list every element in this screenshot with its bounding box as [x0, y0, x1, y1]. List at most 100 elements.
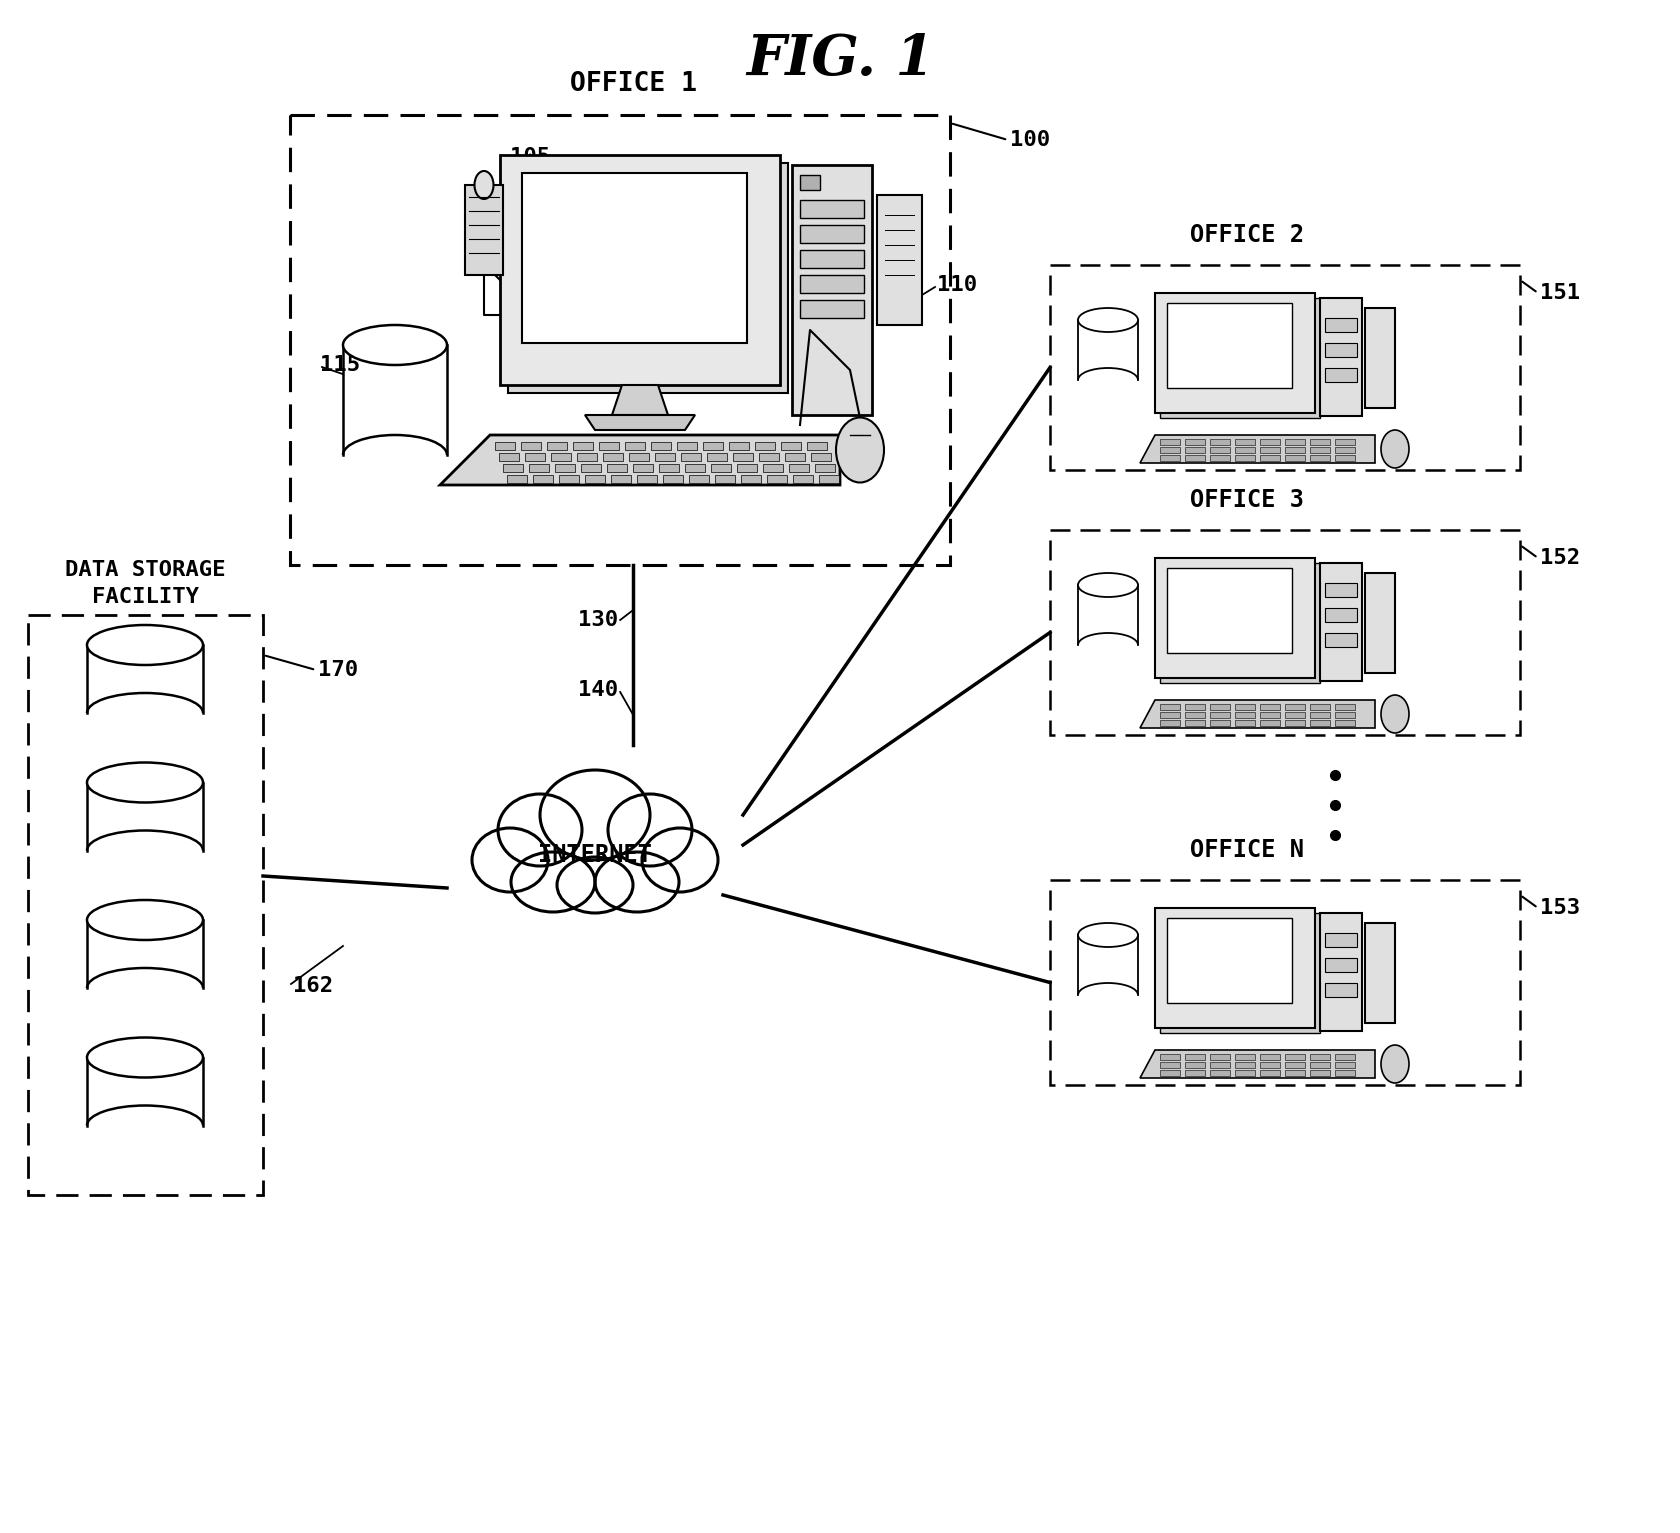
Bar — [768, 475, 786, 483]
Bar — [1235, 704, 1255, 710]
Bar — [1210, 711, 1230, 717]
Bar — [1210, 704, 1230, 710]
Bar — [1156, 908, 1315, 1029]
Bar — [1260, 448, 1280, 452]
Ellipse shape — [1079, 573, 1137, 596]
Bar — [1050, 530, 1520, 734]
Bar — [754, 442, 774, 451]
Bar — [763, 464, 783, 472]
Bar — [1159, 455, 1179, 461]
Text: 110: 110 — [937, 274, 978, 294]
Bar — [507, 475, 528, 483]
Bar — [1050, 880, 1520, 1085]
Bar — [1326, 343, 1357, 357]
Bar — [600, 442, 618, 451]
Polygon shape — [87, 645, 203, 713]
Text: 151: 151 — [1541, 284, 1581, 304]
Bar — [1184, 1055, 1205, 1059]
Bar — [1235, 721, 1255, 727]
Bar — [1285, 455, 1305, 461]
Ellipse shape — [595, 852, 679, 912]
Bar — [877, 195, 922, 325]
Bar — [1210, 721, 1230, 727]
Bar — [1285, 448, 1305, 452]
Bar — [1260, 704, 1280, 710]
Ellipse shape — [539, 770, 650, 860]
Bar — [1184, 711, 1205, 717]
Ellipse shape — [87, 1038, 203, 1078]
Bar — [1184, 704, 1205, 710]
Bar — [800, 225, 864, 244]
Text: 140: 140 — [578, 681, 618, 701]
Bar — [1210, 455, 1230, 461]
Text: DATA STORAGE: DATA STORAGE — [66, 560, 225, 579]
Bar — [785, 452, 805, 461]
Bar — [1336, 448, 1356, 452]
Bar — [800, 274, 864, 293]
Bar — [554, 464, 575, 472]
Bar — [664, 475, 684, 483]
Ellipse shape — [511, 852, 595, 912]
Bar — [1210, 438, 1230, 445]
Bar — [1320, 563, 1362, 681]
Bar — [1320, 297, 1362, 415]
Bar — [729, 442, 749, 451]
Bar — [1168, 569, 1292, 653]
Bar — [1326, 609, 1357, 622]
Bar — [1310, 1062, 1331, 1069]
Text: FIG. 1: FIG. 1 — [746, 32, 934, 87]
Bar — [1310, 1055, 1331, 1059]
Text: 105: 105 — [511, 147, 549, 167]
Bar — [800, 300, 864, 317]
Text: OFFICE N: OFFICE N — [1191, 839, 1304, 862]
Bar — [1184, 448, 1205, 452]
Bar — [820, 475, 838, 483]
Text: 162: 162 — [292, 977, 333, 996]
Bar — [711, 464, 731, 472]
Bar — [1336, 1070, 1356, 1076]
Polygon shape — [1079, 586, 1137, 645]
Bar — [529, 464, 549, 472]
Ellipse shape — [1079, 923, 1137, 947]
Bar — [1260, 1062, 1280, 1069]
Bar — [1210, 1070, 1230, 1076]
Bar — [1260, 711, 1280, 717]
Bar — [29, 615, 264, 1196]
Bar — [685, 464, 706, 472]
Bar — [781, 442, 801, 451]
Bar — [1159, 914, 1320, 1033]
Ellipse shape — [474, 172, 494, 199]
Bar — [1310, 704, 1331, 710]
Polygon shape — [87, 920, 203, 987]
Bar — [573, 442, 593, 451]
Bar — [612, 475, 632, 483]
Bar — [1159, 297, 1320, 419]
Bar — [800, 175, 820, 190]
Bar — [1366, 923, 1394, 1023]
Polygon shape — [343, 345, 447, 455]
Bar — [759, 452, 780, 461]
Text: 100: 100 — [1010, 130, 1050, 150]
Bar — [1235, 1055, 1255, 1059]
Bar — [1326, 368, 1357, 382]
Bar — [465, 185, 502, 274]
Bar — [1210, 1062, 1230, 1069]
Bar — [800, 250, 864, 268]
Bar — [1210, 1055, 1230, 1059]
Bar — [1260, 1070, 1280, 1076]
Bar — [1159, 438, 1179, 445]
Bar — [551, 452, 571, 461]
Polygon shape — [1079, 320, 1137, 380]
Bar — [1285, 711, 1305, 717]
Bar — [793, 475, 813, 483]
Bar — [1159, 448, 1179, 452]
Bar — [659, 464, 679, 472]
Ellipse shape — [1381, 694, 1410, 733]
Bar — [1260, 455, 1280, 461]
Bar — [548, 442, 568, 451]
Bar — [790, 464, 810, 472]
Bar — [1310, 448, 1331, 452]
Bar — [1366, 573, 1394, 673]
Bar — [1159, 1055, 1179, 1059]
Bar — [652, 442, 670, 451]
